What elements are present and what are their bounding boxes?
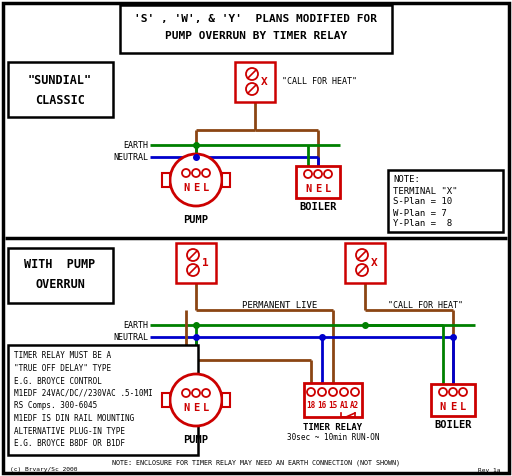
Text: W-Plan = 7: W-Plan = 7 xyxy=(393,208,447,218)
Circle shape xyxy=(170,374,222,426)
Circle shape xyxy=(449,388,457,396)
Text: NOTE: ENCLOSURE FOR TIMER RELAY MAY NEED AN EARTH CONNECTION (NOT SHOWN): NOTE: ENCLOSURE FOR TIMER RELAY MAY NEED… xyxy=(112,460,400,466)
Text: N: N xyxy=(183,183,189,193)
Text: NEUTRAL: NEUTRAL xyxy=(113,152,148,161)
Bar xyxy=(388,170,503,232)
Text: EARTH: EARTH xyxy=(123,320,148,329)
Circle shape xyxy=(324,170,332,178)
Text: 16: 16 xyxy=(317,400,327,409)
Text: A2: A2 xyxy=(350,400,359,409)
Bar xyxy=(8,345,198,455)
Text: OVERRUN: OVERRUN xyxy=(35,278,85,291)
Text: 1: 1 xyxy=(202,258,208,268)
Circle shape xyxy=(182,389,190,397)
Text: Rev 1a: Rev 1a xyxy=(478,467,500,473)
Text: L: L xyxy=(460,402,466,412)
Bar xyxy=(162,173,170,187)
Text: L: L xyxy=(325,184,331,194)
Text: "CALL FOR HEAT": "CALL FOR HEAT" xyxy=(388,300,462,309)
Text: E: E xyxy=(193,183,199,193)
Circle shape xyxy=(459,388,467,396)
Text: 15: 15 xyxy=(328,400,337,409)
Bar xyxy=(222,393,230,407)
Circle shape xyxy=(356,249,368,261)
Text: X: X xyxy=(371,258,377,268)
Text: EARTH: EARTH xyxy=(123,140,148,149)
Text: "TRUE OFF DELAY" TYPE: "TRUE OFF DELAY" TYPE xyxy=(14,364,111,373)
Bar xyxy=(162,393,170,407)
Text: N: N xyxy=(183,403,189,413)
Text: E.G. BROYCE B8DF OR B1DF: E.G. BROYCE B8DF OR B1DF xyxy=(14,439,125,448)
Circle shape xyxy=(314,170,322,178)
Text: N: N xyxy=(305,184,311,194)
Text: "SUNDIAL": "SUNDIAL" xyxy=(28,73,92,87)
Text: "CALL FOR HEAT": "CALL FOR HEAT" xyxy=(283,78,357,87)
Bar xyxy=(8,62,113,117)
Bar xyxy=(431,384,475,416)
Bar xyxy=(296,166,340,198)
Text: PUMP OVERRUN BY TIMER RELAY: PUMP OVERRUN BY TIMER RELAY xyxy=(165,31,347,41)
Circle shape xyxy=(192,389,200,397)
Circle shape xyxy=(187,249,199,261)
Text: M1EDF IS DIN RAIL MOUNTING: M1EDF IS DIN RAIL MOUNTING xyxy=(14,414,134,423)
Text: E.G. BROYCE CONTROL: E.G. BROYCE CONTROL xyxy=(14,377,102,386)
Circle shape xyxy=(340,388,348,396)
Bar xyxy=(8,248,113,303)
Circle shape xyxy=(182,169,190,177)
Text: RS Comps. 300-6045: RS Comps. 300-6045 xyxy=(14,401,97,410)
Text: PUMP: PUMP xyxy=(183,435,208,445)
Bar xyxy=(176,243,216,283)
Circle shape xyxy=(170,154,222,206)
Circle shape xyxy=(329,388,337,396)
Circle shape xyxy=(202,389,210,397)
Text: A1: A1 xyxy=(339,400,349,409)
Circle shape xyxy=(202,169,210,177)
Bar xyxy=(345,243,385,283)
Bar xyxy=(304,383,362,417)
Text: BOILER: BOILER xyxy=(299,202,337,212)
Circle shape xyxy=(246,83,258,95)
Text: 18: 18 xyxy=(306,400,315,409)
Text: NOTE:: NOTE: xyxy=(393,176,420,185)
Circle shape xyxy=(356,264,368,276)
Circle shape xyxy=(439,388,447,396)
Bar xyxy=(235,62,275,102)
Circle shape xyxy=(304,170,312,178)
Text: E: E xyxy=(315,184,321,194)
Circle shape xyxy=(307,388,315,396)
Text: PUMP: PUMP xyxy=(183,215,208,225)
Circle shape xyxy=(192,169,200,177)
Text: E: E xyxy=(450,402,456,412)
Text: TERMINAL "X": TERMINAL "X" xyxy=(393,187,458,196)
Text: PERMANENT LIVE: PERMANENT LIVE xyxy=(242,300,317,309)
Text: X: X xyxy=(261,77,267,87)
Text: E: E xyxy=(193,403,199,413)
Text: L: L xyxy=(203,183,209,193)
Text: ALTERNATIVE PLUG-IN TYPE: ALTERNATIVE PLUG-IN TYPE xyxy=(14,426,125,436)
Text: 30sec ~ 10min RUN-ON: 30sec ~ 10min RUN-ON xyxy=(287,434,379,443)
Circle shape xyxy=(318,388,326,396)
Bar xyxy=(222,173,230,187)
Circle shape xyxy=(246,68,258,80)
Text: M1EDF 24VAC/DC//230VAC .5-10MI: M1EDF 24VAC/DC//230VAC .5-10MI xyxy=(14,389,153,398)
Text: NEUTRAL: NEUTRAL xyxy=(113,333,148,341)
Text: S-Plan = 10: S-Plan = 10 xyxy=(393,198,452,207)
Text: 'S' , 'W', & 'Y'  PLANS MODIFIED FOR: 'S' , 'W', & 'Y' PLANS MODIFIED FOR xyxy=(135,14,377,24)
Text: BOILER: BOILER xyxy=(434,420,472,430)
Bar xyxy=(120,5,392,53)
Circle shape xyxy=(187,264,199,276)
Text: WITH  PUMP: WITH PUMP xyxy=(25,258,96,271)
Text: N: N xyxy=(440,402,446,412)
Text: TIMER RELAY: TIMER RELAY xyxy=(304,424,362,433)
Text: Y-Plan =  8: Y-Plan = 8 xyxy=(393,219,452,228)
Circle shape xyxy=(351,388,359,396)
Text: TIMER RELAY MUST BE A: TIMER RELAY MUST BE A xyxy=(14,351,111,360)
Text: (c) Brvary/Sc 2000: (c) Brvary/Sc 2000 xyxy=(10,467,77,473)
Text: L: L xyxy=(203,403,209,413)
Text: CLASSIC: CLASSIC xyxy=(35,93,85,107)
